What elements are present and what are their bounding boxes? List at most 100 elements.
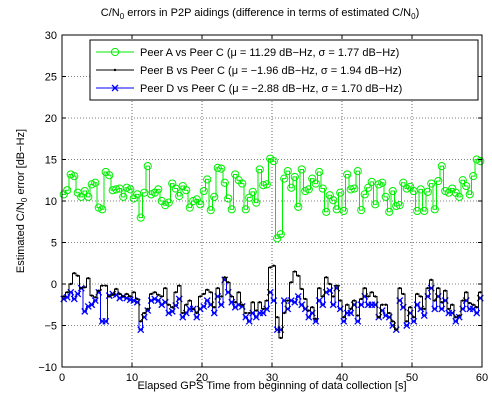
data-point — [364, 183, 373, 192]
data-point — [94, 296, 97, 299]
marker-stroke — [242, 313, 250, 321]
data-point — [290, 281, 293, 284]
data-point — [340, 317, 348, 325]
data-point — [203, 175, 212, 184]
data-point — [420, 206, 429, 216]
data-point — [192, 307, 195, 311]
data-point — [329, 196, 338, 205]
data-point — [248, 187, 257, 196]
data-point — [105, 171, 114, 180]
data-point — [129, 295, 132, 298]
data-point — [367, 177, 376, 187]
data-point — [391, 320, 394, 323]
marker-stroke — [81, 307, 89, 315]
data-point — [255, 165, 264, 174]
data-point — [174, 291, 177, 294]
data-point — [112, 185, 121, 194]
marker-stroke — [63, 293, 71, 301]
x-tick-label: 0 — [59, 372, 65, 384]
data-point — [276, 316, 279, 319]
data-point — [307, 309, 310, 312]
data-point — [354, 317, 362, 325]
legend-marker — [113, 68, 117, 72]
data-point — [150, 292, 153, 296]
data-point — [101, 284, 104, 287]
marker-stroke — [154, 297, 162, 305]
data-point — [388, 311, 391, 315]
data-point — [291, 298, 299, 306]
data-point — [80, 186, 89, 196]
y-tick-label: 0 — [51, 279, 57, 291]
data-point — [343, 170, 352, 179]
y-tick-label: 30 — [45, 30, 57, 42]
data-point — [220, 295, 223, 298]
marker-stroke — [165, 309, 173, 317]
data-point — [423, 187, 432, 196]
data-point — [475, 306, 478, 309]
data-point — [311, 179, 320, 188]
data-point — [125, 292, 128, 296]
series-1 — [62, 264, 482, 340]
data-point — [290, 172, 299, 182]
data-point — [209, 291, 212, 294]
data-point — [199, 186, 208, 196]
data-point — [472, 303, 475, 306]
data-point — [63, 186, 72, 195]
data-point — [74, 290, 82, 298]
data-point — [363, 286, 366, 290]
data-point — [168, 307, 176, 315]
data-point — [360, 190, 369, 199]
data-point — [392, 201, 401, 211]
data-point — [339, 206, 348, 216]
data-point — [122, 295, 125, 298]
marker-stroke — [210, 309, 218, 317]
marker-stroke — [158, 301, 166, 309]
marker-stroke — [91, 297, 99, 305]
data-point — [108, 295, 111, 298]
data-point — [252, 198, 261, 207]
data-point — [237, 291, 240, 294]
marker-stroke — [67, 288, 75, 296]
marker-stroke — [319, 301, 327, 309]
data-point — [206, 206, 215, 215]
data-point — [196, 200, 205, 209]
marker-stroke — [280, 297, 288, 305]
marker-stroke — [74, 290, 82, 298]
data-point — [402, 292, 405, 296]
data-point — [469, 172, 478, 181]
data-point — [217, 301, 225, 309]
data-point — [473, 309, 481, 317]
data-point — [98, 205, 107, 214]
x-tick-label: 10 — [126, 372, 138, 384]
data-point — [276, 230, 285, 239]
axis-ticks — [61, 34, 483, 368]
data-point — [297, 165, 306, 174]
data-point — [388, 186, 397, 196]
data-point — [87, 276, 90, 280]
data-point — [111, 293, 114, 296]
data-point — [420, 312, 428, 319]
data-point — [476, 157, 485, 166]
data-point — [199, 295, 202, 298]
data-point — [154, 185, 163, 194]
legend-marker — [110, 47, 120, 57]
legend-marker — [111, 84, 119, 92]
marker-stroke — [329, 301, 337, 309]
x-tick-label: 30 — [266, 372, 278, 384]
data-point — [84, 192, 93, 201]
marker-stroke — [291, 298, 299, 306]
data-point — [454, 316, 457, 319]
marker-stroke — [200, 302, 208, 310]
legend-entry: Peer B vs Peer C (μ = −1.96 dB−Hz, σ = 1… — [140, 65, 402, 77]
data-point — [304, 185, 313, 194]
marker-stroke — [111, 84, 119, 92]
data-point — [468, 301, 471, 305]
data-point — [455, 192, 464, 201]
data-point — [119, 192, 128, 201]
data-point — [231, 170, 240, 179]
data-point — [202, 292, 205, 296]
data-point — [220, 178, 229, 187]
marker-stroke — [193, 313, 201, 321]
data-point — [410, 317, 418, 325]
